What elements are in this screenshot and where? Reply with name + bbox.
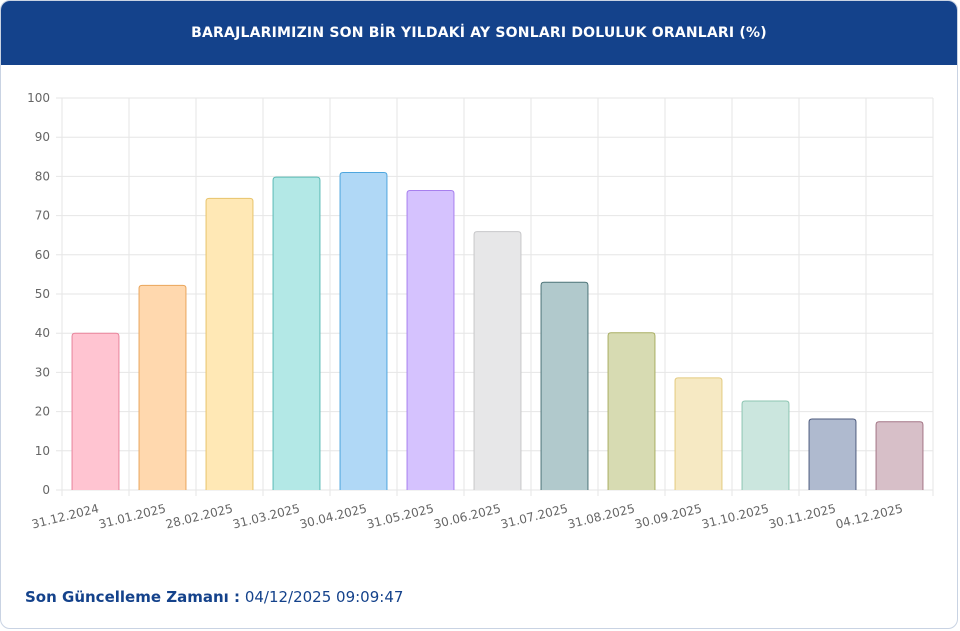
y-tick-label: 60	[35, 248, 50, 262]
bar-31.08.2025[interactable]	[607, 332, 656, 490]
bar-31.07.2025[interactable]	[540, 281, 589, 490]
x-tick-label: 30.04.2025	[298, 501, 368, 531]
x-tick-label: 31.12.2024	[30, 501, 100, 531]
bar-31.10.2025[interactable]	[741, 400, 790, 490]
bar-31.12.2024[interactable]	[71, 332, 120, 490]
last-update: Son Güncelleme Zamanı : 04/12/2025 09:09…	[25, 588, 403, 606]
x-tick-label: 31.05.2025	[365, 501, 435, 531]
bar-30.09.2025[interactable]	[674, 377, 723, 490]
x-tick-label: 31.01.2025	[97, 501, 167, 531]
y-tick-label: 80	[35, 169, 50, 183]
y-tick-label: 50	[35, 287, 50, 301]
chart-header: BARAJLARIMIZIN SON BİR YILDAKİ AY SONLAR…	[1, 1, 957, 65]
bar-31.03.2025[interactable]	[272, 176, 321, 490]
last-update-label: Son Güncelleme Zamanı :	[25, 588, 241, 606]
y-tick-label: 20	[35, 405, 50, 419]
y-tick-label: 0	[42, 483, 50, 497]
x-tick-label: 04.12.2025	[834, 501, 904, 531]
y-tick-label: 30	[35, 365, 50, 379]
x-tick-label: 31.08.2025	[566, 501, 636, 531]
bar-31.05.2025[interactable]	[406, 190, 455, 490]
chart-area: 0 10 20 30 40 50 60 70 80 90 100 31.12.2024 31.01.20…	[1, 65, 957, 565]
x-tick-label: 30.06.2025	[432, 501, 502, 531]
y-tick-label: 90	[35, 130, 50, 144]
x-tick-label: 30.09.2025	[633, 501, 703, 531]
bar-30.06.2025[interactable]	[473, 231, 522, 490]
y-tick-label: 10	[35, 444, 50, 458]
y-tick-label: 70	[35, 209, 50, 223]
bar-31.01.2025[interactable]	[138, 284, 187, 490]
y-tick-label: 40	[35, 326, 50, 340]
x-tick-label: 31.03.2025	[231, 501, 301, 531]
last-update-value: 04/12/2025 09:09:47	[244, 588, 404, 606]
x-tick-label: 31.07.2025	[499, 501, 569, 531]
bar-28.02.2025[interactable]	[205, 197, 254, 490]
chart-title: BARAJLARIMIZIN SON BİR YILDAKİ AY SONLAR…	[191, 25, 767, 41]
bar-30.04.2025[interactable]	[339, 171, 388, 490]
bar-chart: 0 10 20 30 40 50 60 70 80 90 100 31.12.202431.01.20…	[27, 91, 934, 532]
bar-04.12.2025[interactable]	[875, 421, 924, 490]
bar-30.11.2025[interactable]	[808, 418, 857, 490]
x-tick-label: 30.11.2025	[767, 501, 837, 531]
y-tick-label: 100	[27, 91, 50, 105]
x-tick-label: 28.02.2025	[164, 501, 234, 531]
x-tick-label: 31.10.2025	[700, 501, 770, 531]
